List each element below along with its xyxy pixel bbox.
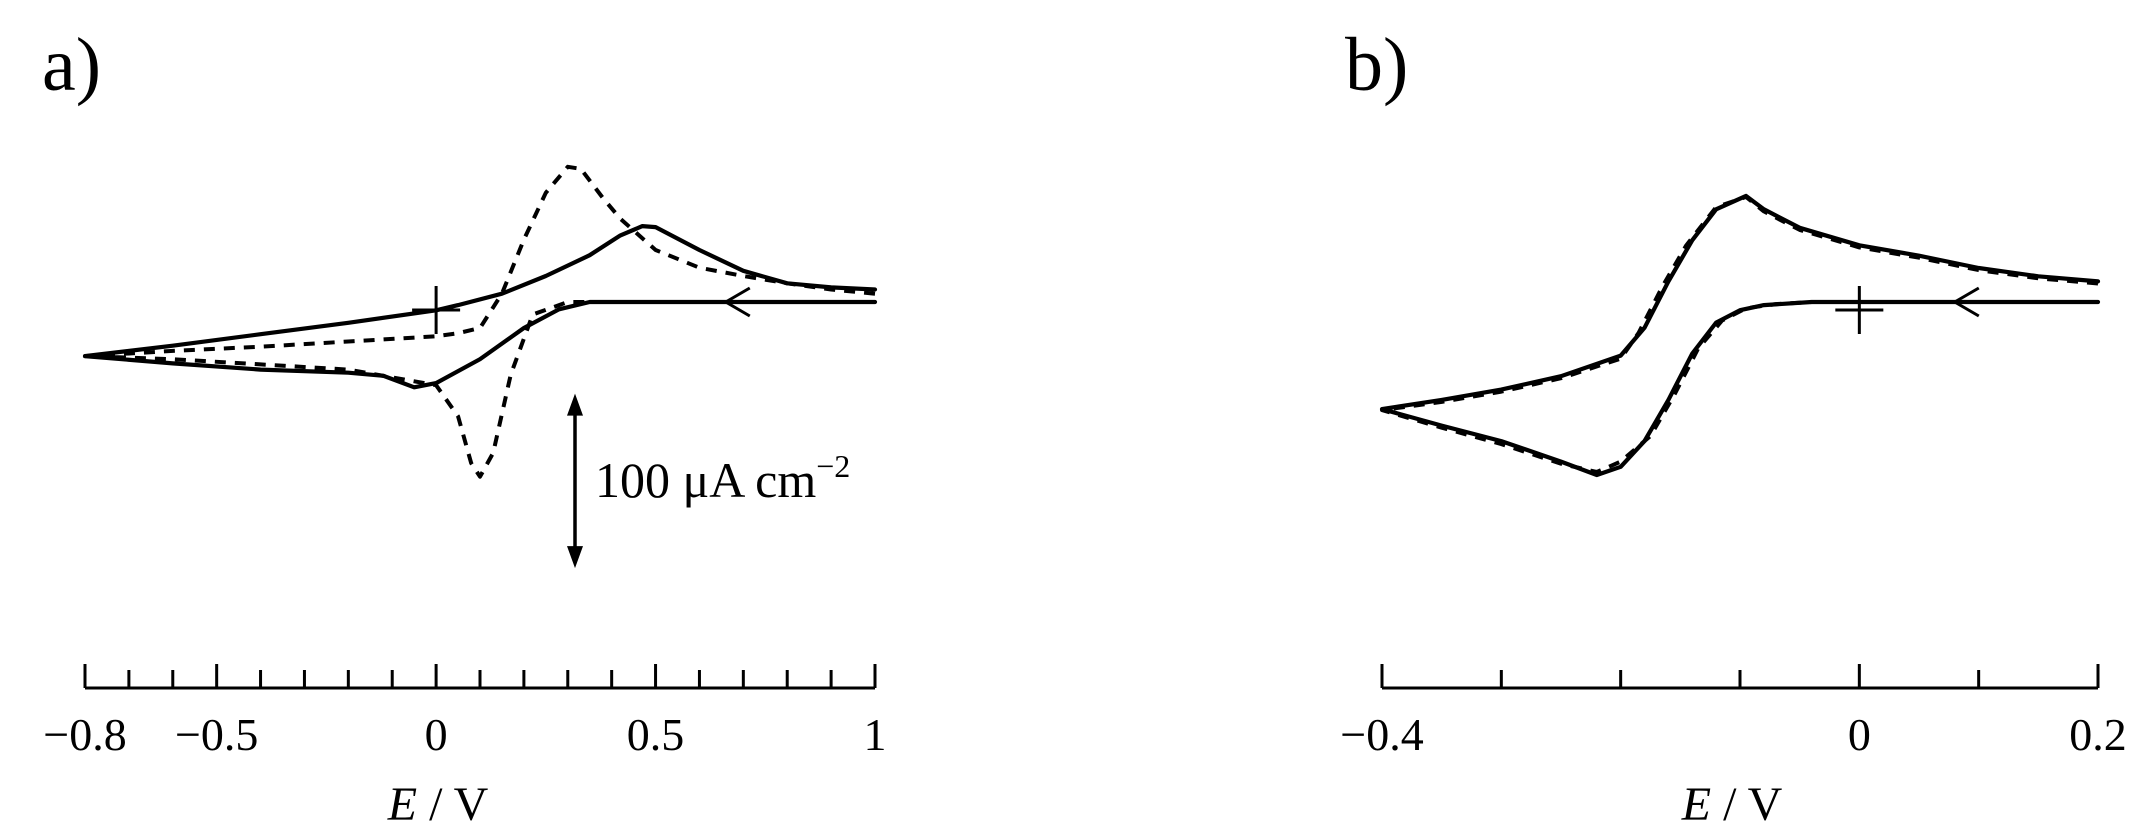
- x-tick-label: 0: [1848, 709, 1871, 760]
- panel-a-curves: [82, 164, 878, 479]
- x-tick-label: −0.5: [175, 709, 258, 760]
- x-tick-label: −0.8: [43, 709, 126, 760]
- panel-b-x-axis-title: E / V: [1681, 778, 1783, 831]
- panel-b-x-axis: −0.4 0 0.2: [1340, 664, 2127, 760]
- series-solid-line: [82, 224, 878, 390]
- panel-a: a) 100 μA cm−2 −0.8 −0.5 0 0.5 1 E / V: [42, 23, 887, 831]
- arrowhead: [1951, 286, 1980, 318]
- scale-bar-arrow-down: [567, 546, 583, 569]
- panel-b-curves: [1379, 193, 2101, 478]
- arrowhead: [722, 286, 751, 318]
- panel-a-start-marker: [412, 286, 461, 334]
- panel-b: b) −0.4 0 0.2 E / V: [1340, 23, 2126, 831]
- panel-a-scale-bar: [567, 393, 583, 569]
- panel-b-scan-direction-arrow: [1951, 286, 1980, 318]
- x-tick-label: −0.4: [1340, 709, 1423, 760]
- panel-a-scale-bar-label: 100 μA cm−2: [595, 448, 850, 508]
- x-tick-label: 1: [864, 709, 887, 760]
- panel-a-x-axis-title: E / V: [387, 778, 489, 831]
- series-dashed-line: [1380, 194, 2099, 474]
- panel-b-label: b): [1345, 23, 1408, 107]
- series-solid-line: [1379, 193, 2101, 478]
- panel-a-scan-direction-arrow: [722, 286, 751, 318]
- x-tick-label: 0.2: [2069, 709, 2127, 760]
- panel-a-label: a): [42, 23, 101, 107]
- series-dashed-line: [83, 164, 876, 479]
- panel-b-start-marker: [1835, 286, 1884, 334]
- scale-bar-arrow-up: [567, 393, 583, 416]
- panel-a-x-axis: −0.8 −0.5 0 0.5 1: [43, 664, 887, 760]
- x-tick-label: 0.5: [627, 709, 685, 760]
- x-tick-label: 0: [425, 709, 448, 760]
